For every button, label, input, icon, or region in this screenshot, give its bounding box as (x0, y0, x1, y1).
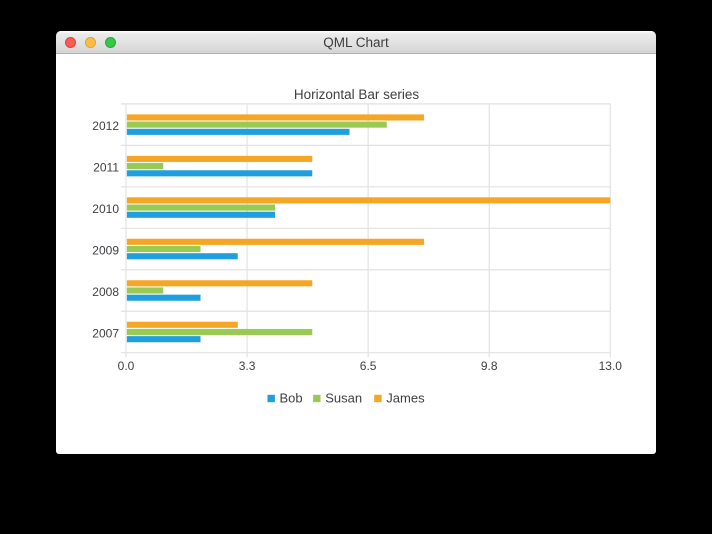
svg-text:6.5: 6.5 (360, 359, 377, 373)
svg-text:0.0: 0.0 (118, 359, 135, 373)
svg-text:2010: 2010 (92, 202, 119, 216)
svg-text:Bob: Bob (280, 391, 303, 406)
svg-text:2011: 2011 (93, 161, 119, 175)
svg-text:Susan: Susan (325, 391, 362, 406)
svg-text:James: James (386, 391, 425, 406)
svg-text:2012: 2012 (92, 119, 119, 133)
svg-text:2007: 2007 (92, 327, 119, 341)
svg-text:9.8: 9.8 (481, 359, 498, 373)
svg-text:2009: 2009 (92, 244, 119, 258)
svg-text:3.3: 3.3 (239, 359, 256, 373)
svg-text:13.0: 13.0 (599, 359, 623, 373)
svg-text:Horizontal Bar series: Horizontal Bar series (294, 87, 420, 102)
svg-text:2008: 2008 (92, 285, 119, 299)
